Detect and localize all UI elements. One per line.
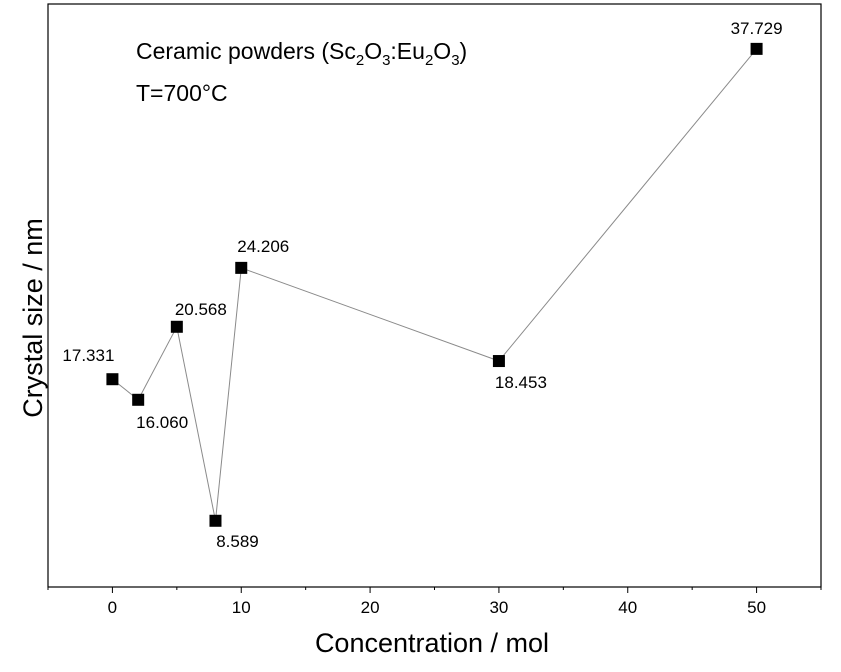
- x-ticks: [47, 587, 822, 593]
- x-tick-label: 30: [489, 598, 508, 617]
- series-line: [112, 48, 757, 521]
- data-label: 8.589: [216, 532, 259, 551]
- x-tick-label: 10: [232, 598, 251, 617]
- temperature-annotation: T=700°C: [136, 80, 228, 106]
- y-axis-label: Crystal size / nm: [18, 218, 48, 418]
- data-point: [750, 42, 763, 55]
- x-tick-label: 40: [618, 598, 637, 617]
- data-point: [209, 514, 222, 527]
- data-label: 24.206: [237, 237, 289, 256]
- data-point: [235, 261, 248, 274]
- x-axis-label: Concentration / mol: [315, 628, 549, 658]
- data-point: [170, 320, 183, 333]
- data-label: 16.060: [136, 413, 188, 432]
- data-label: 17.331: [62, 346, 114, 365]
- chart-title: Ceramic powders (Sc2O3:Eu2O3): [136, 38, 467, 69]
- data-point: [106, 373, 119, 386]
- data-labels: 17.331 16.060 20.568 8.589 24.206 18.453 37.72…: [62, 19, 782, 551]
- data-markers: [106, 42, 763, 527]
- x-tick-labels: 0 10 20 30 40 50: [108, 598, 766, 617]
- data-point: [132, 393, 145, 406]
- data-point: [492, 355, 505, 368]
- data-label: 18.453: [495, 373, 547, 392]
- x-tick-label: 20: [361, 598, 380, 617]
- x-tick-label: 0: [108, 598, 117, 617]
- x-tick-label: 50: [747, 598, 766, 617]
- data-label: 37.729: [731, 19, 783, 38]
- data-label: 20.568: [175, 300, 227, 319]
